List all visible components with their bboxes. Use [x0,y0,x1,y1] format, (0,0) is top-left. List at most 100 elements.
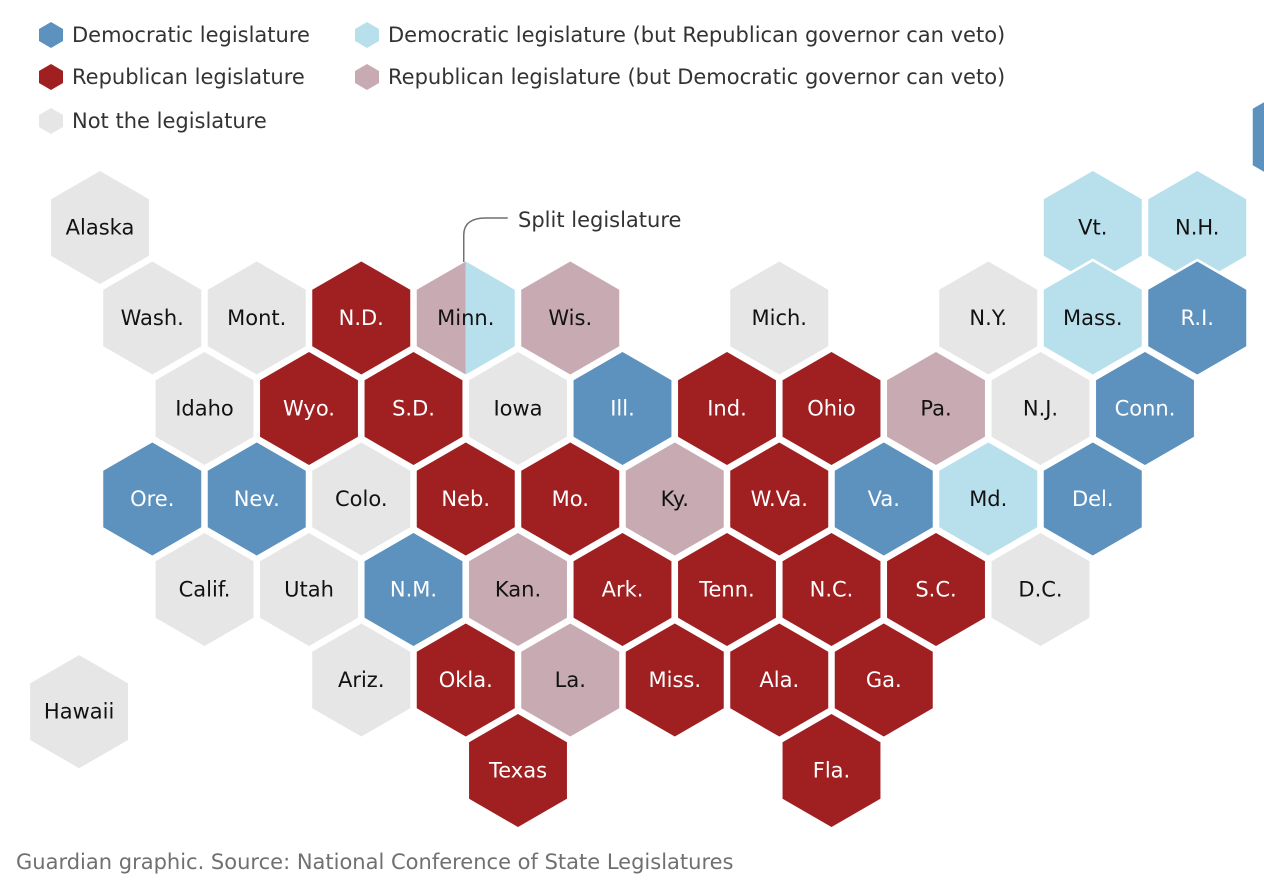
state-label: Wash. [121,306,184,330]
state-n-m: N.M. [362,530,465,649]
state-hex [884,349,988,468]
state-iowa: Iowa [466,349,570,468]
legend-swatch-dem-veto [355,22,379,48]
state-hex [309,258,413,378]
state-label: Mont. [227,306,286,330]
legend-item-rep-veto: Republican legislature (but Democratic g… [354,62,1005,92]
state-hexes: Maine Alaska Vt. N.H. Wash. Mont. N.D. Minn. Wis… [27,99,1264,830]
state-ind: Ind. [675,349,779,468]
state-hex-right-half [465,260,516,376]
state-label: La. [555,668,586,692]
state-colo: Colo. [309,439,413,559]
state-hex [1145,258,1249,378]
state-hex [466,711,570,830]
state-minn: Minn. [414,258,518,378]
state-mont: Mont. [205,258,309,378]
state-label: Ill. [610,397,635,421]
state-md: Md. [936,439,1040,559]
state-la: La. [518,620,622,740]
state-label: Hawaii [44,700,114,724]
state-n-d: N.D. [309,258,413,378]
legend-item-dem: Democratic legislature [38,20,310,50]
state-label: Okla. [439,668,493,692]
legend-hex [39,108,63,134]
state-ohio: Ohio [780,349,883,468]
state-hex [623,439,727,559]
state-hex [1093,349,1197,468]
state-hex [936,258,1040,378]
state-label: N.M. [390,578,437,602]
state-hex [832,439,936,559]
state-texas: Texas [466,711,570,830]
state-hex [257,349,361,468]
state-ga: Ga. [832,620,936,740]
state-hex [727,620,831,740]
state-hex [832,620,936,740]
state-label: W.Va. [751,487,808,511]
state-alaska: Alaska [48,168,152,287]
state-kan: Kan. [466,530,570,649]
state-label: Neb. [441,487,490,511]
state-label: Ind. [707,397,747,421]
state-utah: Utah [257,530,361,649]
state-hex [466,349,570,468]
legend-item-none: Not the legislature [38,106,267,136]
state-neb: Neb. [414,439,518,559]
state-hex-left-half [415,260,466,376]
state-hex [100,439,204,559]
state-label: D.C. [1018,578,1062,602]
state-hex [518,620,622,740]
legend-hex [355,64,379,90]
state-hex [1250,99,1264,175]
state-hex [571,530,674,649]
state-label: Mass. [1063,306,1123,330]
state-label: Ga. [866,668,902,692]
state-hex [780,530,883,649]
state-hex [518,439,622,559]
state-hex [675,530,779,649]
state-label: Colo. [335,487,388,511]
state-w-va: W.Va. [727,439,831,559]
legend-label-rep-veto: Republican legislature (but Democratic g… [388,65,1006,89]
state-hex [27,652,131,772]
legend-swatch-dem [39,22,63,48]
state-label: Miss. [648,668,701,692]
state-label: S.C. [915,578,956,602]
state-s-c: S.C. [884,530,988,649]
source-credit: Guardian graphic. Source: National Confe… [16,850,734,874]
state-label: Kan. [495,578,541,602]
state-hex [518,258,622,378]
state-label: N.C. [810,578,854,602]
state-hex-outline [414,258,518,378]
legend-swatch-none [39,108,63,134]
state-label: Tenn. [698,578,754,602]
legend-item-dem-veto: Democratic legislature (but Republican g… [354,20,1005,50]
state-ariz: Ariz. [309,620,413,740]
state-conn: Conn. [1093,349,1197,468]
state-label: Va. [868,487,900,511]
state-label: N.D. [339,306,384,330]
state-label: Del. [1072,487,1114,511]
state-hex [257,530,361,649]
state-hex [100,258,204,378]
state-ill: Ill. [571,349,674,468]
legend-label-dem: Democratic legislature [72,23,310,47]
state-d-c: D.C. [989,530,1092,649]
state-ky: Ky. [623,439,727,559]
state-n-h: N.H. [1145,168,1249,287]
split-leader-line [463,217,508,262]
legend-hex [39,64,63,90]
state-hex [780,349,883,468]
state-label: Ore. [130,487,174,511]
state-ore: Ore. [100,439,204,559]
state-calif: Calif. [153,530,256,649]
state-label: Calif. [179,578,231,602]
state-ark: Ark. [571,530,674,649]
legend-label-dem-veto: Democratic legislature (but Republican g… [388,23,1006,47]
legend-swatch-rep-veto [355,64,379,90]
state-label: Ohio [807,397,856,421]
split-legislature-note: Split legislature [518,208,682,232]
state-label: Vt. [1078,216,1107,240]
split-annotation [463,217,508,262]
state-hex [309,439,413,559]
